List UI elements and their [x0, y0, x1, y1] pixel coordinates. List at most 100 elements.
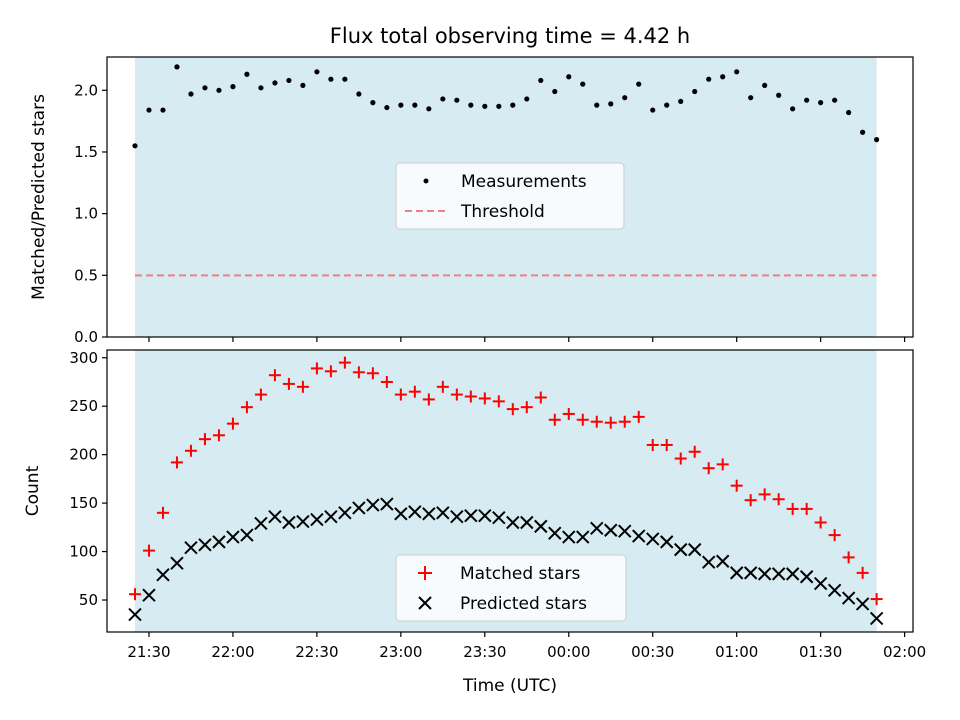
measurement-point	[776, 92, 782, 98]
measurement-point	[566, 74, 572, 80]
predicted-star-point	[128, 607, 142, 622]
matched-star-point	[660, 438, 673, 451]
matched-star-point	[226, 417, 239, 430]
predicted-star-point	[660, 535, 674, 549]
chart-title: Flux total observing time = 4.42 h	[330, 24, 690, 48]
measurement-point	[174, 64, 180, 70]
matched-star-point	[268, 369, 281, 382]
matched-star-point	[394, 388, 407, 401]
x-axis-label: Time (UTC)	[462, 676, 557, 696]
measurement-point	[468, 102, 474, 108]
predicted-star-point	[743, 566, 758, 580]
matched-star-point	[422, 393, 435, 406]
x-axis-ticks: 21:30 22:00 22:30 23:00 23:30 00:00 00:30 01:00…	[127, 632, 926, 661]
matched-star-point	[604, 416, 617, 429]
legend-box	[395, 162, 625, 230]
measurement-point	[230, 84, 236, 90]
y-tick-label: 2.0	[74, 81, 98, 99]
measurement-point	[244, 71, 250, 77]
predicted-star-point	[771, 567, 786, 581]
y-tick-label: 1.5	[74, 143, 98, 161]
measurement-point	[804, 97, 810, 103]
y-axis-label: Matched/Predicted stars	[29, 94, 49, 300]
measurement-point	[678, 98, 684, 105]
measurement-point	[272, 80, 278, 86]
measurement-point	[412, 102, 418, 108]
measurement-point	[482, 103, 488, 109]
predicted-star-point	[464, 509, 478, 523]
predicted-star-point	[855, 597, 870, 611]
y-tick-label: 200	[69, 446, 98, 464]
predicted-star-point	[156, 568, 170, 582]
predicted-star-point	[646, 532, 660, 546]
predicted-star-point	[436, 506, 450, 520]
matched-star-point	[786, 502, 799, 515]
predicted-star-point	[688, 542, 702, 557]
measurement-point	[188, 91, 194, 97]
measurement-point	[258, 85, 264, 91]
predicted-star-point	[492, 510, 506, 525]
legend-matched-label: Matched stars	[460, 564, 580, 584]
matched-star-point	[282, 377, 295, 390]
measurement-points	[132, 64, 880, 149]
measurement-point	[664, 102, 670, 108]
predicted-star-point	[813, 576, 828, 591]
y-tick-label: 100	[69, 543, 98, 561]
legend-measurements-label: Measurements	[461, 172, 587, 192]
predicted-star-point	[827, 583, 842, 598]
matched-star-point	[856, 566, 869, 579]
measurement-point	[538, 77, 544, 84]
matched-star-point	[296, 380, 309, 393]
measurement-point	[454, 97, 460, 103]
x-axis-ticks	[148, 337, 906, 342]
predicted-star-point	[380, 497, 394, 511]
predicted-star-point	[142, 588, 156, 602]
matched-star-point	[170, 456, 183, 469]
matched-star-point	[688, 445, 701, 458]
x-tick-label: 23:00	[379, 643, 422, 661]
measurement-point	[720, 74, 726, 80]
matched-star-point	[380, 375, 393, 388]
x-tick-label: 00:30	[631, 643, 674, 661]
plot-frame	[106, 56, 914, 338]
measurement-point	[496, 103, 502, 109]
plot-frame	[106, 349, 914, 633]
measurement-point	[314, 69, 320, 75]
measurement-point	[524, 96, 530, 102]
legend-matched-marker	[418, 566, 432, 580]
star-count-panel: 50 100 150 200 250 300 21:30 22:00 22:30 23:00 23…	[23, 349, 926, 696]
matched-star-point	[828, 529, 841, 542]
measurement-point	[356, 91, 362, 97]
matched-star-point	[758, 488, 771, 501]
y-tick-label: 50	[79, 591, 98, 609]
legend-box	[395, 554, 627, 622]
measurement-point	[874, 137, 880, 143]
matched-star-point	[254, 388, 267, 401]
predicted-star-point	[562, 530, 576, 544]
matched-star-point	[674, 452, 687, 465]
measurement-point	[706, 76, 712, 82]
measurement-point	[510, 102, 516, 108]
matched-star-point	[142, 544, 155, 557]
measurement-point	[216, 87, 222, 93]
matched-star-point	[870, 593, 883, 606]
legend: Measurements Threshold	[395, 162, 625, 230]
measurement-point	[552, 88, 558, 95]
y-axis-ticks: 50 100 150 200 250 300	[69, 349, 107, 609]
x-tick-label: 02:00	[883, 643, 926, 661]
matched-star-point	[338, 356, 351, 369]
x-tick-label: 00:00	[547, 643, 590, 661]
measurement-point	[594, 102, 600, 108]
predicted-star-point	[366, 498, 380, 512]
matched-star-point	[842, 551, 855, 564]
measurement-point	[692, 88, 698, 95]
x-tick-label: 23:30	[463, 643, 506, 661]
matched-star-point	[184, 444, 197, 457]
y-axis-label: Count	[23, 465, 43, 516]
legend-measurements-marker	[423, 178, 429, 184]
measurement-point	[860, 129, 866, 135]
predicted-star-point	[212, 535, 226, 549]
predicted-star-point	[394, 507, 408, 521]
matched-star-point	[800, 502, 813, 515]
